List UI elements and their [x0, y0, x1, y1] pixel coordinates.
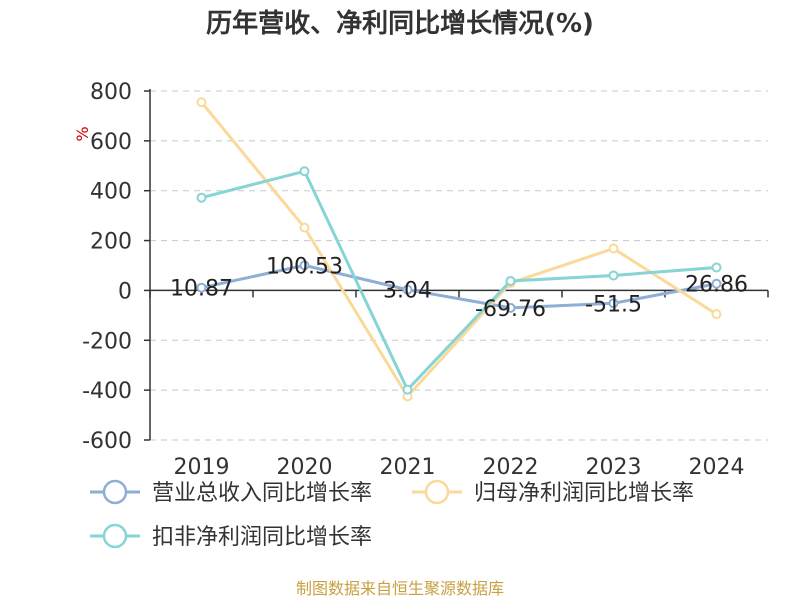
- data-label: 100.53: [266, 254, 343, 279]
- data-point[interactable]: [711, 278, 722, 289]
- chart-title: 历年营收、净利同比增长情况(%): [206, 8, 594, 39]
- legend-label: 归母净利润同比增长率: [474, 481, 694, 506]
- legend-circle-icon: [102, 523, 128, 549]
- data-labels: 10.87 100.53 3.04 -69.76 -51.5 26.86: [170, 254, 748, 321]
- data-point[interactable]: [299, 166, 310, 177]
- data-label: -69.76: [475, 297, 546, 322]
- y-tick-label: 200: [90, 230, 132, 255]
- y-tick-label: -200: [82, 329, 132, 354]
- data-point[interactable]: [505, 302, 516, 313]
- data-label: -51.5: [585, 292, 642, 317]
- data-point[interactable]: [299, 260, 310, 271]
- data-point[interactable]: [608, 243, 619, 254]
- data-point[interactable]: [402, 284, 413, 295]
- data-label: 26.86: [685, 273, 748, 298]
- y-tick-label: -600: [82, 429, 132, 454]
- y-tick-label: 400: [90, 180, 132, 205]
- y-axis-unit: %: [73, 126, 92, 141]
- x-tick-label: 2023: [586, 455, 642, 480]
- legend-item-3[interactable]: 扣非净利润同比增长率: [90, 523, 372, 550]
- legend-label: 扣非净利润同比增长率: [152, 525, 372, 550]
- axes: 800 600 400 200 0 -200 -400 -600 2019 2020 2021 202…: [82, 80, 769, 480]
- data-point[interactable]: [196, 192, 207, 203]
- x-tick-label: 2020: [277, 455, 333, 480]
- y-tick-label: -400: [82, 379, 132, 404]
- x-tick-label: 2022: [483, 455, 539, 480]
- data-label: 10.87: [170, 277, 233, 302]
- y-tick-label: 600: [90, 130, 132, 155]
- legend-circle-icon: [424, 479, 450, 505]
- legend-item-2[interactable]: 归母净利润同比增长率: [412, 479, 694, 506]
- series-lines: [196, 97, 722, 402]
- data-point[interactable]: [608, 270, 619, 281]
- x-tick-label: 2019: [174, 455, 230, 480]
- data-point[interactable]: [505, 275, 516, 286]
- y-tick-label: 0: [118, 279, 132, 304]
- data-point[interactable]: [608, 298, 619, 309]
- legend-circle-icon: [102, 479, 128, 505]
- series-line-3: [201, 169, 717, 392]
- series-line-2: [200, 101, 718, 398]
- data-point[interactable]: [196, 282, 207, 293]
- data-point[interactable]: [299, 222, 310, 233]
- data-point[interactable]: [402, 384, 413, 395]
- data-point[interactable]: [711, 262, 722, 273]
- gridlines: [150, 90, 768, 441]
- legend-item-1[interactable]: 营业总收入同比增长率: [90, 479, 372, 506]
- data-point[interactable]: [196, 97, 207, 108]
- y-tick-label: 800: [90, 80, 132, 105]
- source-note: 制图数据来自恒生聚源数据库: [296, 579, 504, 598]
- legend-label: 营业总收入同比增长率: [152, 481, 372, 506]
- x-tick-label: 2024: [689, 455, 745, 480]
- series-line-1: [201, 263, 717, 310]
- x-tick-label: 2021: [380, 455, 436, 480]
- data-label: 3.04: [383, 279, 432, 304]
- data-point[interactable]: [711, 309, 722, 320]
